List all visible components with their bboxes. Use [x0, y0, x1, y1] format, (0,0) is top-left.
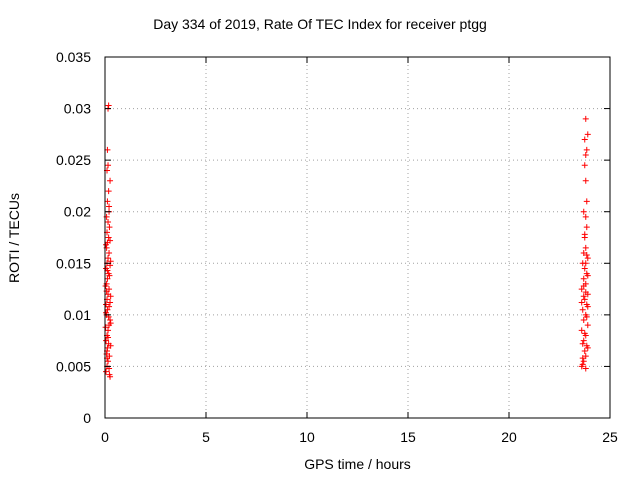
data-point [582, 151, 589, 158]
data-point [580, 208, 587, 215]
data-point [105, 162, 112, 169]
data-point [584, 303, 591, 310]
data-point [582, 289, 589, 296]
y-tick-label: 0.02 [64, 204, 91, 220]
data-point [584, 322, 591, 329]
data-point [584, 272, 591, 279]
data-points [102, 102, 591, 380]
data-point [584, 344, 591, 351]
data-point [581, 231, 588, 238]
data-point [579, 361, 586, 368]
data-point [579, 260, 586, 267]
data-point [107, 320, 114, 327]
data-point [582, 353, 589, 360]
data-point [105, 255, 112, 262]
data-point [582, 365, 589, 372]
data-point [581, 162, 588, 169]
data-point [578, 327, 585, 334]
x-axis-label: GPS time / hours [304, 456, 411, 472]
data-point [580, 282, 587, 289]
y-tick-label: 0.03 [64, 101, 91, 117]
data-point [579, 340, 586, 347]
x-tick-label: 20 [501, 429, 517, 445]
data-point [105, 327, 112, 334]
data-point [581, 136, 588, 143]
data-point [106, 371, 113, 378]
data-point [107, 237, 114, 244]
chart-title: Day 334 of 2019, Rate Of TEC Index for r… [153, 16, 487, 32]
data-point [105, 219, 112, 226]
data-point [103, 368, 110, 375]
data-point [107, 317, 114, 324]
plot-frame [104, 56, 611, 419]
data-point [582, 213, 589, 220]
y-tick-label: 0.035 [56, 49, 91, 65]
x-tick-label: 25 [602, 429, 618, 445]
data-point [105, 188, 112, 195]
data-point [106, 203, 113, 210]
data-point [579, 355, 586, 362]
data-point [578, 286, 585, 293]
data-point [583, 198, 590, 205]
data-point [580, 293, 587, 300]
data-point [579, 306, 586, 313]
x-tick-label: 0 [101, 429, 109, 445]
data-point [105, 234, 112, 241]
data-point [107, 299, 114, 306]
data-point [580, 249, 587, 256]
data-point [103, 337, 110, 344]
data-point [102, 324, 109, 331]
data-point [583, 313, 590, 320]
data-point [580, 337, 587, 344]
data-point [584, 255, 591, 262]
axis-ticks: 0 5 10 15 20 25 0 0.005 0.01 0.015 0.02 0.025 0.03 0.… [56, 49, 618, 445]
data-point [106, 224, 113, 231]
data-point [583, 252, 590, 259]
x-tick-label: 5 [202, 429, 210, 445]
data-point [580, 358, 587, 365]
data-point [107, 293, 114, 300]
data-point [103, 301, 110, 308]
data-point [103, 241, 110, 248]
data-point [581, 330, 588, 337]
data-point [583, 146, 590, 153]
data-point [105, 334, 112, 341]
data-point [107, 342, 114, 349]
data-point [578, 299, 585, 306]
y-tick-label: 0 [83, 410, 91, 426]
data-point [105, 358, 112, 365]
y-axis-label: ROTI / TECUs [6, 193, 22, 283]
data-point [102, 282, 109, 289]
x-tick-label: 15 [400, 429, 416, 445]
data-point [581, 347, 588, 354]
x-tick-label: 10 [299, 429, 315, 445]
data-point [583, 224, 590, 231]
y-tick-label: 0.005 [56, 358, 91, 374]
y-tick-label: 0.015 [56, 255, 91, 271]
data-point [107, 177, 114, 184]
grid-lines [105, 57, 610, 418]
data-point [580, 275, 587, 282]
data-point [106, 272, 113, 279]
y-tick-label: 0.025 [56, 152, 91, 168]
data-point [584, 131, 591, 138]
data-point [582, 177, 589, 184]
data-point [581, 265, 588, 272]
data-point [582, 115, 589, 122]
data-point [582, 244, 589, 251]
data-point [106, 303, 113, 310]
y-tick-label: 0.01 [64, 307, 91, 323]
data-point [105, 102, 112, 109]
data-point [581, 296, 588, 303]
data-point [106, 249, 113, 256]
data-point [580, 317, 587, 324]
